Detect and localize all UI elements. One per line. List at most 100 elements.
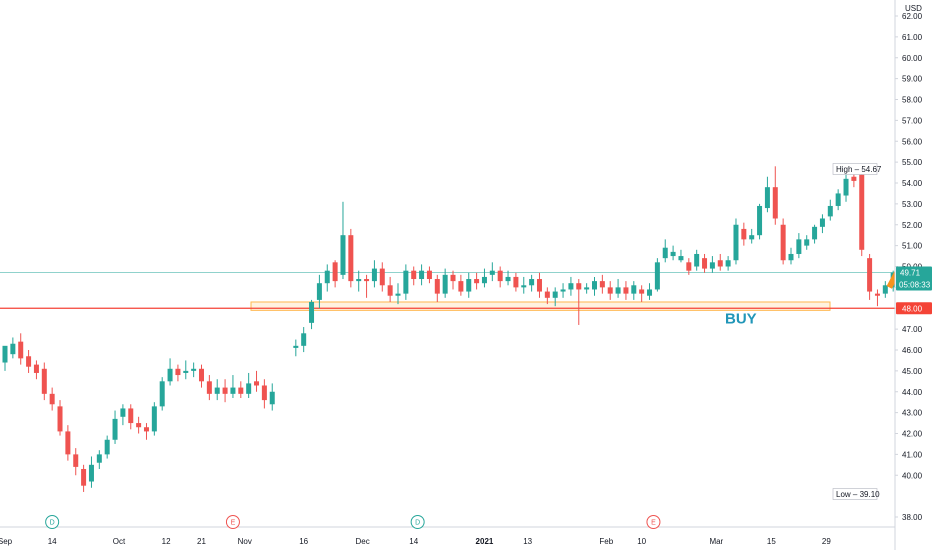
candle-body bbox=[788, 253, 794, 261]
dividend-event-marker: D bbox=[45, 515, 60, 529]
candle bbox=[191, 362, 197, 378]
candle-body bbox=[183, 370, 189, 373]
candle-body bbox=[442, 274, 448, 294]
candle-body bbox=[764, 187, 770, 209]
candle-body bbox=[592, 281, 597, 290]
x-tick-label: 14 bbox=[409, 537, 418, 546]
candle bbox=[293, 339, 299, 357]
candle-body bbox=[128, 408, 134, 424]
candle-body bbox=[812, 226, 818, 240]
candle-body bbox=[348, 235, 354, 282]
candle-body bbox=[379, 268, 385, 286]
candle bbox=[301, 327, 307, 353]
candle bbox=[584, 283, 590, 294]
candle bbox=[874, 289, 880, 307]
x-tick-label: Dec bbox=[356, 537, 370, 546]
candle bbox=[65, 425, 71, 461]
candle bbox=[536, 272, 542, 298]
candle bbox=[222, 379, 228, 403]
y-tick-label: 62.00 bbox=[902, 12, 923, 21]
y-tick-label: 57.00 bbox=[902, 116, 923, 125]
candle bbox=[199, 364, 204, 388]
candle bbox=[709, 256, 715, 273]
candle bbox=[764, 176, 770, 213]
candle-body bbox=[73, 454, 79, 467]
candle-body bbox=[136, 423, 142, 428]
candle bbox=[654, 258, 660, 292]
candle-body bbox=[709, 262, 715, 269]
candle bbox=[772, 166, 778, 225]
candle-body bbox=[717, 260, 723, 267]
candle-body bbox=[804, 239, 810, 246]
last-price-value: 49.71 bbox=[900, 269, 921, 278]
candle bbox=[804, 235, 810, 250]
candle-body bbox=[88, 464, 94, 482]
low-label: Low – 39.10 bbox=[832, 488, 880, 500]
candle bbox=[529, 274, 535, 292]
candle-body bbox=[18, 341, 24, 359]
candle bbox=[136, 416, 142, 434]
y-axis[interactable]: 38.00 40.00 41.00 42.00 43.00 44.00 45.00 46.00… bbox=[832, 0, 932, 550]
candle-body bbox=[104, 439, 110, 455]
candle-body bbox=[474, 279, 480, 284]
support-zone bbox=[250, 301, 831, 311]
candle bbox=[230, 375, 236, 399]
candle bbox=[521, 276, 527, 294]
candle bbox=[568, 276, 574, 296]
last-price-tag bbox=[896, 266, 932, 291]
countdown-value: 05:08:33 bbox=[899, 281, 931, 290]
candle bbox=[2, 345, 8, 371]
candle-body bbox=[175, 368, 181, 376]
candle bbox=[819, 214, 825, 234]
candle bbox=[513, 272, 519, 292]
candle-body bbox=[96, 454, 102, 463]
candle-body bbox=[214, 387, 220, 394]
candle bbox=[867, 253, 873, 300]
x-tick-label: Sep bbox=[0, 537, 13, 546]
candle bbox=[434, 274, 440, 302]
candle bbox=[552, 287, 558, 307]
candle bbox=[741, 222, 747, 246]
zones-layer bbox=[0, 272, 895, 311]
candle bbox=[812, 224, 818, 244]
x-tick-label: 14 bbox=[48, 537, 57, 546]
candle-body bbox=[371, 268, 377, 282]
candle-body bbox=[199, 368, 204, 382]
candle-body bbox=[827, 205, 833, 217]
candle bbox=[33, 360, 39, 380]
earnings-event-label: E bbox=[651, 520, 656, 527]
y-tick-label: 54.00 bbox=[902, 179, 923, 188]
high-label-text: High – 54.67 bbox=[836, 165, 882, 174]
candle bbox=[694, 249, 700, 271]
candle-body bbox=[757, 205, 763, 236]
support-level-value: 48.00 bbox=[902, 304, 923, 313]
candle bbox=[309, 299, 315, 330]
candle-body bbox=[419, 270, 425, 280]
candle-body bbox=[26, 356, 32, 367]
candle bbox=[592, 276, 597, 296]
candle-body bbox=[65, 431, 71, 455]
candle bbox=[175, 364, 181, 382]
candle bbox=[18, 333, 24, 365]
candle-body bbox=[623, 287, 629, 294]
y-tick-label: 43.00 bbox=[902, 409, 923, 418]
x-tick-label: 29 bbox=[822, 537, 831, 546]
candle bbox=[458, 274, 464, 296]
candle bbox=[481, 268, 487, 288]
candle bbox=[10, 337, 16, 359]
candle bbox=[128, 404, 134, 430]
candle-body bbox=[191, 368, 197, 371]
candle-body bbox=[584, 287, 590, 290]
candle bbox=[41, 362, 47, 401]
currency-label: USD bbox=[905, 4, 922, 13]
candle bbox=[57, 400, 63, 436]
candle-body bbox=[552, 291, 558, 298]
candle bbox=[631, 281, 637, 300]
candle bbox=[419, 264, 425, 286]
candle-body bbox=[647, 289, 653, 296]
x-tick-label: Mar bbox=[709, 537, 723, 546]
candle bbox=[348, 228, 354, 288]
candle bbox=[269, 383, 275, 411]
candle-body bbox=[536, 279, 542, 292]
